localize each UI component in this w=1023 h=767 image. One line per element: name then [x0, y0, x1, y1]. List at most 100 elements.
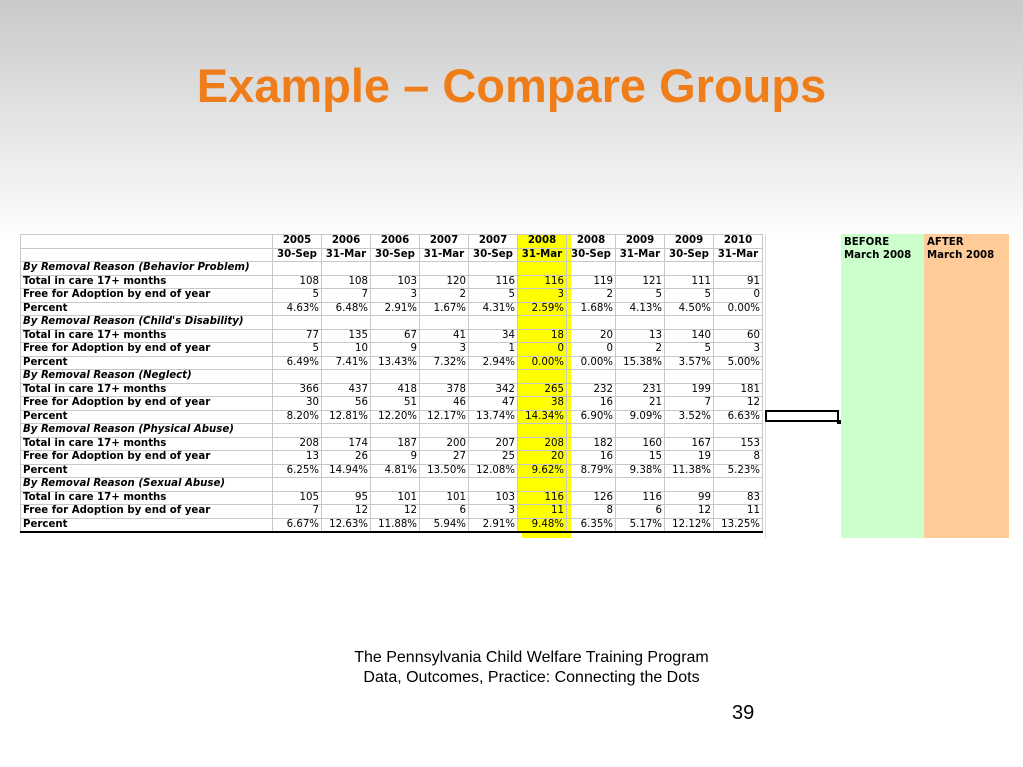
value-cell[interactable]: 13	[615, 328, 665, 343]
value-cell[interactable]: 6	[615, 504, 665, 519]
section-title-cell[interactable]: By Removal Reason (Physical Abuse)	[20, 423, 273, 438]
value-cell[interactable]: 4.31%	[468, 301, 518, 316]
empty-cell[interactable]	[713, 261, 763, 276]
section-title-cell[interactable]: By Removal Reason (Behavior Problem)	[20, 261, 273, 276]
column-date-header[interactable]: 30-Sep	[370, 247, 420, 262]
value-cell[interactable]: 116	[468, 274, 518, 289]
value-cell[interactable]: 437	[321, 382, 371, 397]
row-label-cell[interactable]: Total in care 17+ months	[20, 436, 273, 451]
value-cell[interactable]: 13	[272, 450, 322, 465]
empty-cell[interactable]	[370, 477, 420, 492]
value-cell[interactable]: 116	[517, 490, 567, 505]
value-cell[interactable]: 208	[272, 436, 322, 451]
value-cell[interactable]: 9	[370, 450, 420, 465]
empty-cell[interactable]	[566, 261, 616, 276]
row-label-cell[interactable]: Percent	[20, 409, 273, 424]
empty-cell[interactable]	[468, 477, 518, 492]
value-cell[interactable]: 9.62%	[517, 463, 567, 478]
value-cell[interactable]: 4.81%	[370, 463, 420, 478]
value-cell[interactable]: 5	[664, 288, 714, 303]
value-cell[interactable]: 77	[272, 328, 322, 343]
empty-cell[interactable]	[615, 315, 665, 330]
value-cell[interactable]: 47	[468, 396, 518, 411]
empty-cell[interactable]	[517, 261, 567, 276]
empty-cell[interactable]	[566, 369, 616, 384]
value-cell[interactable]: 4.63%	[272, 301, 322, 316]
row-label-cell[interactable]: Total in care 17+ months	[20, 328, 273, 343]
value-cell[interactable]: 12.12%	[664, 517, 714, 533]
section-title-cell[interactable]: By Removal Reason (Child's Disability)	[20, 315, 273, 330]
value-cell[interactable]: 34	[468, 328, 518, 343]
header-corner-cell[interactable]	[20, 234, 273, 249]
value-cell[interactable]: 120	[419, 274, 469, 289]
empty-cell[interactable]	[419, 261, 469, 276]
value-cell[interactable]: 14.94%	[321, 463, 371, 478]
value-cell[interactable]: 200	[419, 436, 469, 451]
row-label-cell[interactable]: Percent	[20, 463, 273, 478]
value-cell[interactable]: 3	[468, 504, 518, 519]
empty-cell[interactable]	[517, 423, 567, 438]
column-date-header[interactable]: 31-Mar	[419, 247, 469, 262]
empty-cell[interactable]	[566, 477, 616, 492]
empty-cell[interactable]	[468, 423, 518, 438]
value-cell[interactable]: 7	[664, 396, 714, 411]
row-label-cell[interactable]: Percent	[20, 517, 273, 533]
value-cell[interactable]: 6.90%	[566, 409, 616, 424]
value-cell[interactable]: 12	[321, 504, 371, 519]
value-cell[interactable]: 265	[517, 382, 567, 397]
value-cell[interactable]: 8	[566, 504, 616, 519]
row-label-cell[interactable]: Percent	[20, 355, 273, 370]
value-cell[interactable]: 16	[566, 450, 616, 465]
empty-cell[interactable]	[321, 315, 371, 330]
value-cell[interactable]: 95	[321, 490, 371, 505]
value-cell[interactable]: 0	[713, 288, 763, 303]
column-date-header[interactable]: 31-Mar	[713, 247, 763, 262]
selected-cell[interactable]	[765, 410, 841, 424]
value-cell[interactable]: 6.49%	[272, 355, 322, 370]
value-cell[interactable]: 16	[566, 396, 616, 411]
value-cell[interactable]: 0.00%	[517, 355, 567, 370]
empty-cell[interactable]	[370, 423, 420, 438]
value-cell[interactable]: 19	[664, 450, 714, 465]
value-cell[interactable]: 67	[370, 328, 420, 343]
column-date-header[interactable]: 31-Mar	[615, 247, 665, 262]
value-cell[interactable]: 3.57%	[664, 355, 714, 370]
value-cell[interactable]: 366	[272, 382, 322, 397]
value-cell[interactable]: 12	[370, 504, 420, 519]
value-cell[interactable]: 7	[272, 504, 322, 519]
value-cell[interactable]: 5	[615, 288, 665, 303]
value-cell[interactable]: 27	[419, 450, 469, 465]
value-cell[interactable]: 182	[566, 436, 616, 451]
empty-cell[interactable]	[664, 315, 714, 330]
value-cell[interactable]: 5.23%	[713, 463, 763, 478]
empty-cell[interactable]	[419, 315, 469, 330]
value-cell[interactable]: 5	[272, 342, 322, 357]
column-date-header[interactable]: 30-Sep	[664, 247, 714, 262]
value-cell[interactable]: 41	[419, 328, 469, 343]
row-label-cell[interactable]: Percent	[20, 301, 273, 316]
value-cell[interactable]: 342	[468, 382, 518, 397]
value-cell[interactable]: 20	[566, 328, 616, 343]
value-cell[interactable]: 3	[713, 342, 763, 357]
column-year-header[interactable]: 2008	[566, 234, 616, 249]
empty-cell[interactable]	[713, 423, 763, 438]
value-cell[interactable]: 103	[370, 274, 420, 289]
value-cell[interactable]: 26	[321, 450, 371, 465]
section-title-cell[interactable]: By Removal Reason (Sexual Abuse)	[20, 477, 273, 492]
value-cell[interactable]: 126	[566, 490, 616, 505]
empty-cell[interactable]	[272, 315, 322, 330]
value-cell[interactable]: 119	[566, 274, 616, 289]
empty-cell[interactable]	[517, 369, 567, 384]
value-cell[interactable]: 6.48%	[321, 301, 371, 316]
value-cell[interactable]: 105	[272, 490, 322, 505]
value-cell[interactable]: 187	[370, 436, 420, 451]
value-cell[interactable]: 0.00%	[713, 301, 763, 316]
empty-cell[interactable]	[419, 477, 469, 492]
value-cell[interactable]: 12.17%	[419, 409, 469, 424]
value-cell[interactable]: 5.94%	[419, 517, 469, 533]
value-cell[interactable]: 9.38%	[615, 463, 665, 478]
empty-cell[interactable]	[419, 423, 469, 438]
value-cell[interactable]: 108	[321, 274, 371, 289]
empty-cell[interactable]	[321, 477, 371, 492]
value-cell[interactable]: 6.25%	[272, 463, 322, 478]
